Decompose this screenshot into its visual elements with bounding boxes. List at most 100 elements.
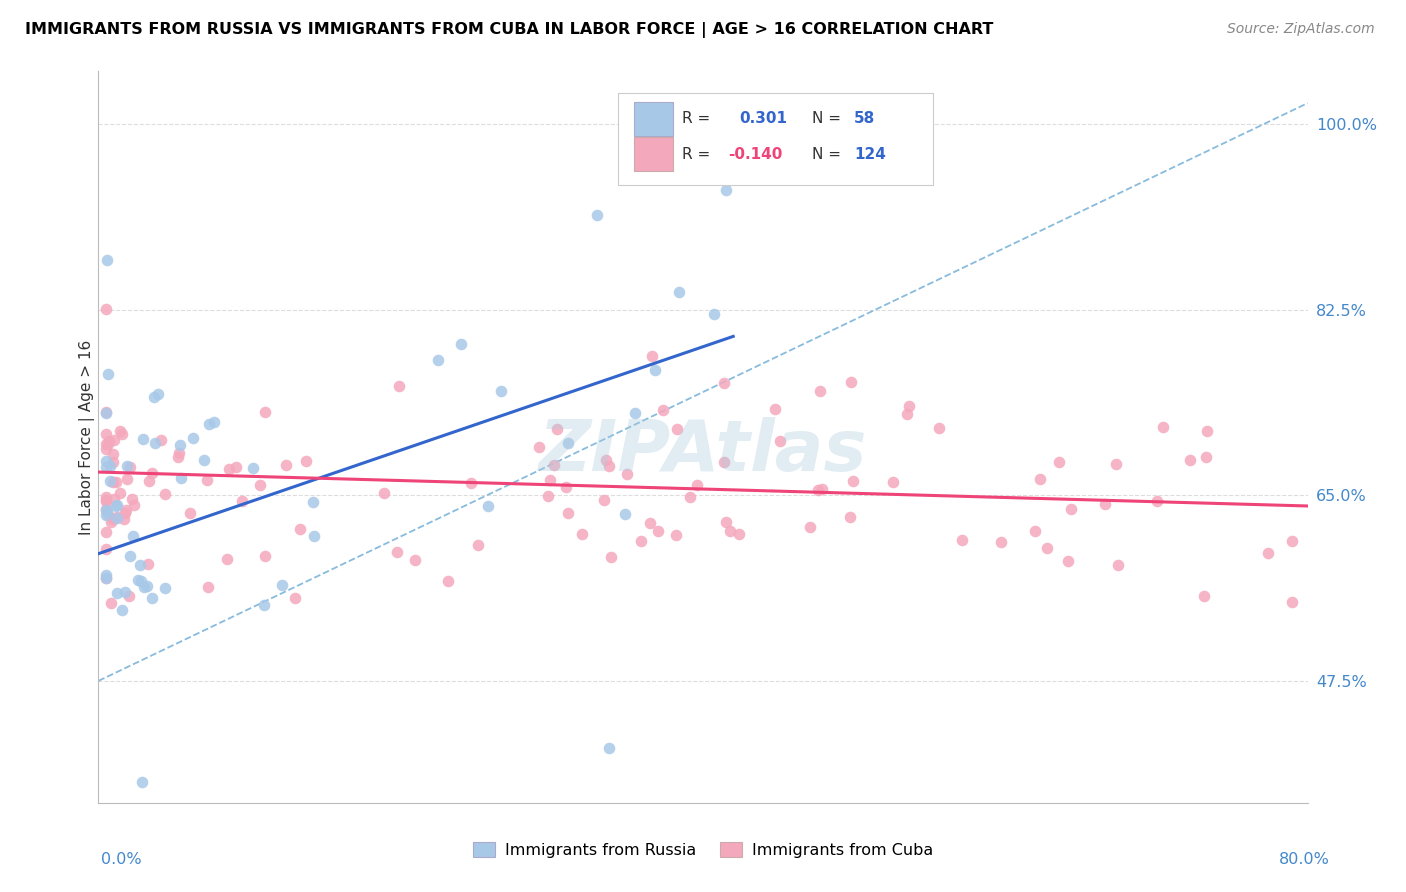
Point [304,529,326,543]
Point [427,353,450,368]
Point [624,406,647,420]
Point [97,508,120,522]
Point [94,542,117,557]
Text: IMMIGRANTS FROM RUSSIA VS IMMIGRANTS FROM CUBA IN LABOR FORCE | AGE > 16 CORRELA: IMMIGRANTS FROM RUSSIA VS IMMIGRANTS FRO… [25,22,994,38]
Point [114,506,136,520]
Point [103,492,125,507]
Text: 0.0%: 0.0% [101,852,142,867]
Point [928,420,950,434]
Point [491,384,513,398]
Point [799,520,821,534]
Point [769,434,792,449]
Point [181,431,204,445]
Point [121,491,143,506]
Point [644,363,666,377]
Point [640,135,662,149]
Point [714,515,737,529]
Text: R =: R = [682,112,716,127]
Point [218,462,240,476]
Point [714,183,737,197]
Point [98,475,121,489]
Point [638,516,661,531]
Point [96,504,118,518]
Point [155,581,177,595]
Point [138,557,160,571]
Point [713,455,735,469]
Point [103,447,125,461]
Text: R =: R = [682,146,716,161]
Point [105,511,128,525]
Point [105,586,128,600]
Point [385,545,408,559]
Point [110,424,132,438]
Point [557,435,579,450]
Point [94,492,117,507]
Point [842,474,865,488]
Point [100,515,122,529]
Point [94,571,117,585]
Point [253,598,276,612]
Point [98,458,121,473]
Point [105,475,128,489]
Point [132,432,155,446]
Y-axis label: In Labor Force | Age > 16: In Labor Force | Age > 16 [79,340,96,534]
Point [112,512,135,526]
Point [94,508,117,522]
Text: 80.0%: 80.0% [1279,852,1330,867]
Point [686,478,709,492]
Point [284,591,307,606]
Point [110,486,132,500]
Point [169,437,191,451]
Point [94,437,117,451]
Point [94,494,117,508]
Point [950,533,973,547]
Point [1197,424,1219,438]
Point [105,499,128,513]
Point [111,427,134,442]
Point [543,458,565,472]
Point [703,307,725,321]
Point [301,494,323,508]
Text: N =: N = [811,146,845,161]
Point [94,302,117,317]
Point [1107,558,1129,572]
Point [118,549,141,563]
Point [1192,590,1215,604]
Point [105,510,128,524]
Point [276,458,298,472]
Point [115,472,138,486]
Point [1180,452,1202,467]
Point [1029,472,1052,486]
Point [614,507,637,521]
Point [1105,457,1128,471]
Point [810,482,832,496]
Point [129,574,152,588]
Point [651,402,673,417]
Point [217,551,239,566]
Text: -0.140: -0.140 [728,146,783,161]
Point [728,527,751,541]
Point [1059,502,1081,516]
Point [679,490,702,504]
Point [1094,498,1116,512]
Point [101,475,124,489]
Point [101,512,124,526]
Point [115,503,138,517]
Point [450,337,472,351]
Point [98,434,121,449]
Point [557,506,579,520]
Point [195,474,218,488]
Point [437,574,460,588]
Point [647,524,669,539]
Point [294,454,316,468]
Point [94,459,117,474]
Point [143,390,166,404]
Point [94,405,117,419]
Point [249,478,271,492]
Point [839,509,862,524]
Point [143,436,166,450]
Point [94,442,117,456]
Point [96,252,118,267]
Point [97,437,120,451]
Point [122,529,145,543]
